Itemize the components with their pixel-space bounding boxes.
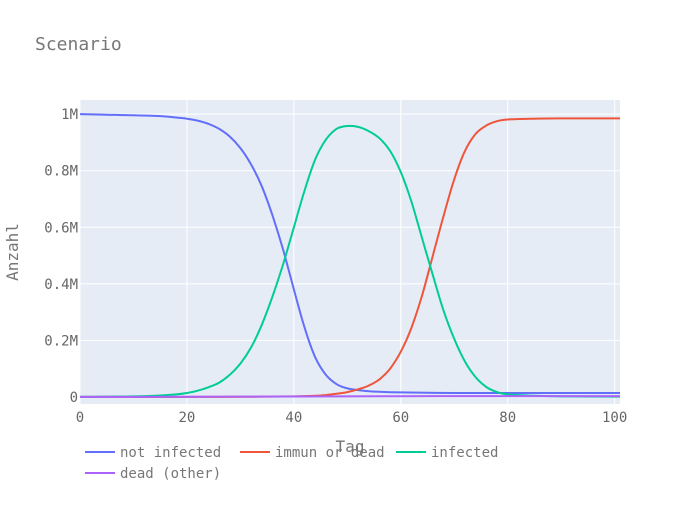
legend-label: not infected — [120, 445, 221, 461]
legend-label: infected — [431, 445, 498, 461]
x-tick-label: 20 — [179, 410, 196, 426]
legend-label: immun or dead — [275, 445, 385, 461]
series-layer — [79, 113, 621, 398]
y-tick-label: 0.2M — [44, 333, 78, 349]
y-tick-label: 0.8M — [44, 164, 78, 180]
legend-item-infected[interactable]: infected — [396, 445, 498, 461]
x-axis-label: Tag — [336, 437, 365, 456]
y-tick-label: 1M — [61, 107, 78, 123]
legend-label: dead (other) — [120, 466, 221, 482]
x-tick-label: 0 — [76, 410, 84, 426]
y-axis-ticks: 0 0.2M 0.4M 0.6M 0.8M 1M — [44, 107, 78, 406]
series-line-dead-other — [79, 395, 620, 398]
plot-area — [80, 100, 620, 404]
y-tick-label: 0 — [70, 390, 78, 406]
y-tick-label: 0.6M — [44, 220, 78, 236]
series-line-not-infected — [79, 113, 620, 395]
legend-item-dead-other[interactable]: dead (other) — [85, 466, 221, 482]
legend-item-immun-or-dead[interactable]: immun or dead — [240, 445, 385, 461]
chart-title: Scenario — [35, 34, 122, 55]
legend: not infected immun or dead infected dead (o… — [85, 445, 498, 482]
x-tick-label: 60 — [392, 410, 409, 426]
x-tick-label: 80 — [499, 410, 516, 426]
y-tick-label: 0.4M — [44, 277, 78, 293]
x-axis-ticks: 0 20 40 60 80 100 — [76, 410, 628, 426]
series-line-infected — [79, 124, 621, 398]
x-tick-label: 40 — [285, 410, 302, 426]
x-tick-label: 100 — [602, 410, 627, 426]
legend-item-not-infected[interactable]: not infected — [85, 445, 221, 461]
y-axis-label: Anzahl — [3, 223, 22, 281]
